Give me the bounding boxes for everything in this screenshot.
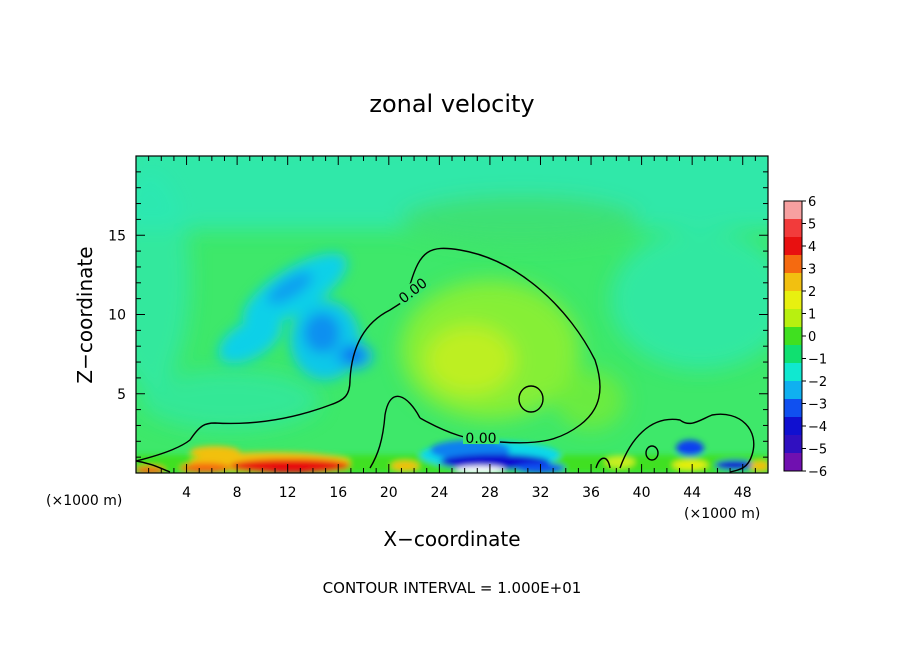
x-tick-label: 20 xyxy=(380,485,398,501)
x-tick-label: 16 xyxy=(329,485,347,501)
colorbar-swatch xyxy=(784,201,802,220)
colorbar-label: 2 xyxy=(808,285,816,300)
colorbar-label: −3 xyxy=(808,398,827,413)
x-unit-label: (×1000 m) xyxy=(684,506,760,522)
positive-plume xyxy=(400,280,625,430)
colorbar-label: 0 xyxy=(808,330,816,345)
y-unit-label: (×1000 m) xyxy=(46,493,122,509)
colorbar-swatch xyxy=(784,417,802,436)
colorbar-label: −1 xyxy=(808,353,827,368)
y-axis-label: Z−coordinate xyxy=(73,246,97,383)
colorbar-label: 6 xyxy=(808,195,816,210)
colorbar-swatch xyxy=(784,381,802,400)
y-axis-tick-labels: 5 10 15 xyxy=(108,228,126,403)
x-tick-label: 28 xyxy=(481,485,499,501)
y-tick-label: 10 xyxy=(108,308,126,324)
colorbar-label: −4 xyxy=(808,420,827,435)
colorbar-labels: 6 5 4 3 2 1 0 −1 −2 −3 −4 −5 −6 xyxy=(802,195,827,480)
colorbar-swatch xyxy=(784,345,802,364)
x-axis-label: X−coordinate xyxy=(383,527,520,551)
colorbar-swatch xyxy=(784,435,802,454)
colorbar xyxy=(783,200,803,472)
y-axis-ticks xyxy=(136,171,768,458)
x-tick-label: 4 xyxy=(182,485,191,501)
colorbar-swatch xyxy=(784,273,802,292)
colorbar-label: 1 xyxy=(808,308,816,323)
x-tick-label: 8 xyxy=(233,485,242,501)
x-tick-label: 36 xyxy=(582,485,600,501)
surface-layer xyxy=(136,440,768,473)
colorbar-swatch xyxy=(784,219,802,238)
colorbar-label: 5 xyxy=(808,218,816,233)
colorbar-swatch xyxy=(784,255,802,274)
x-tick-label: 12 xyxy=(279,485,297,501)
colorbar-label: −5 xyxy=(808,443,827,458)
upper-field xyxy=(136,156,768,430)
x-tick-label: 44 xyxy=(683,485,701,501)
contour-label-lower: 0.00 xyxy=(463,430,499,447)
colorbar-label: −2 xyxy=(808,375,827,390)
x-tick-label: 48 xyxy=(734,485,752,501)
x-axis-ticks xyxy=(148,156,756,473)
colorbar-swatch xyxy=(784,363,802,382)
y-tick-label: 5 xyxy=(117,387,126,403)
y-tick-label: 15 xyxy=(108,228,126,244)
negative-lobes xyxy=(218,253,373,380)
colorbar-swatch xyxy=(784,291,802,310)
contour-interval-note: CONTOUR INTERVAL = 1.000E+01 xyxy=(323,579,582,597)
chart-title: zonal velocity xyxy=(369,90,534,118)
colorbar-label: 4 xyxy=(808,240,816,255)
x-axis-tick-labels: 4 8 12 16 20 24 28 32 36 40 44 48 xyxy=(182,485,752,501)
colorbar-swatch xyxy=(784,309,802,328)
colorbar-swatch xyxy=(784,453,802,472)
colorbar-swatch xyxy=(784,327,802,346)
svg-text:0.00: 0.00 xyxy=(465,431,496,447)
colorbar-label: −6 xyxy=(808,465,827,480)
colorbar-label: 3 xyxy=(808,263,816,278)
x-tick-label: 32 xyxy=(532,485,550,501)
colorbar-swatch xyxy=(784,399,802,418)
x-tick-label: 40 xyxy=(633,485,651,501)
plot-area: 0.00 0.00 xyxy=(136,156,768,473)
colorbar-swatch xyxy=(784,237,802,256)
x-tick-label: 24 xyxy=(430,485,448,501)
